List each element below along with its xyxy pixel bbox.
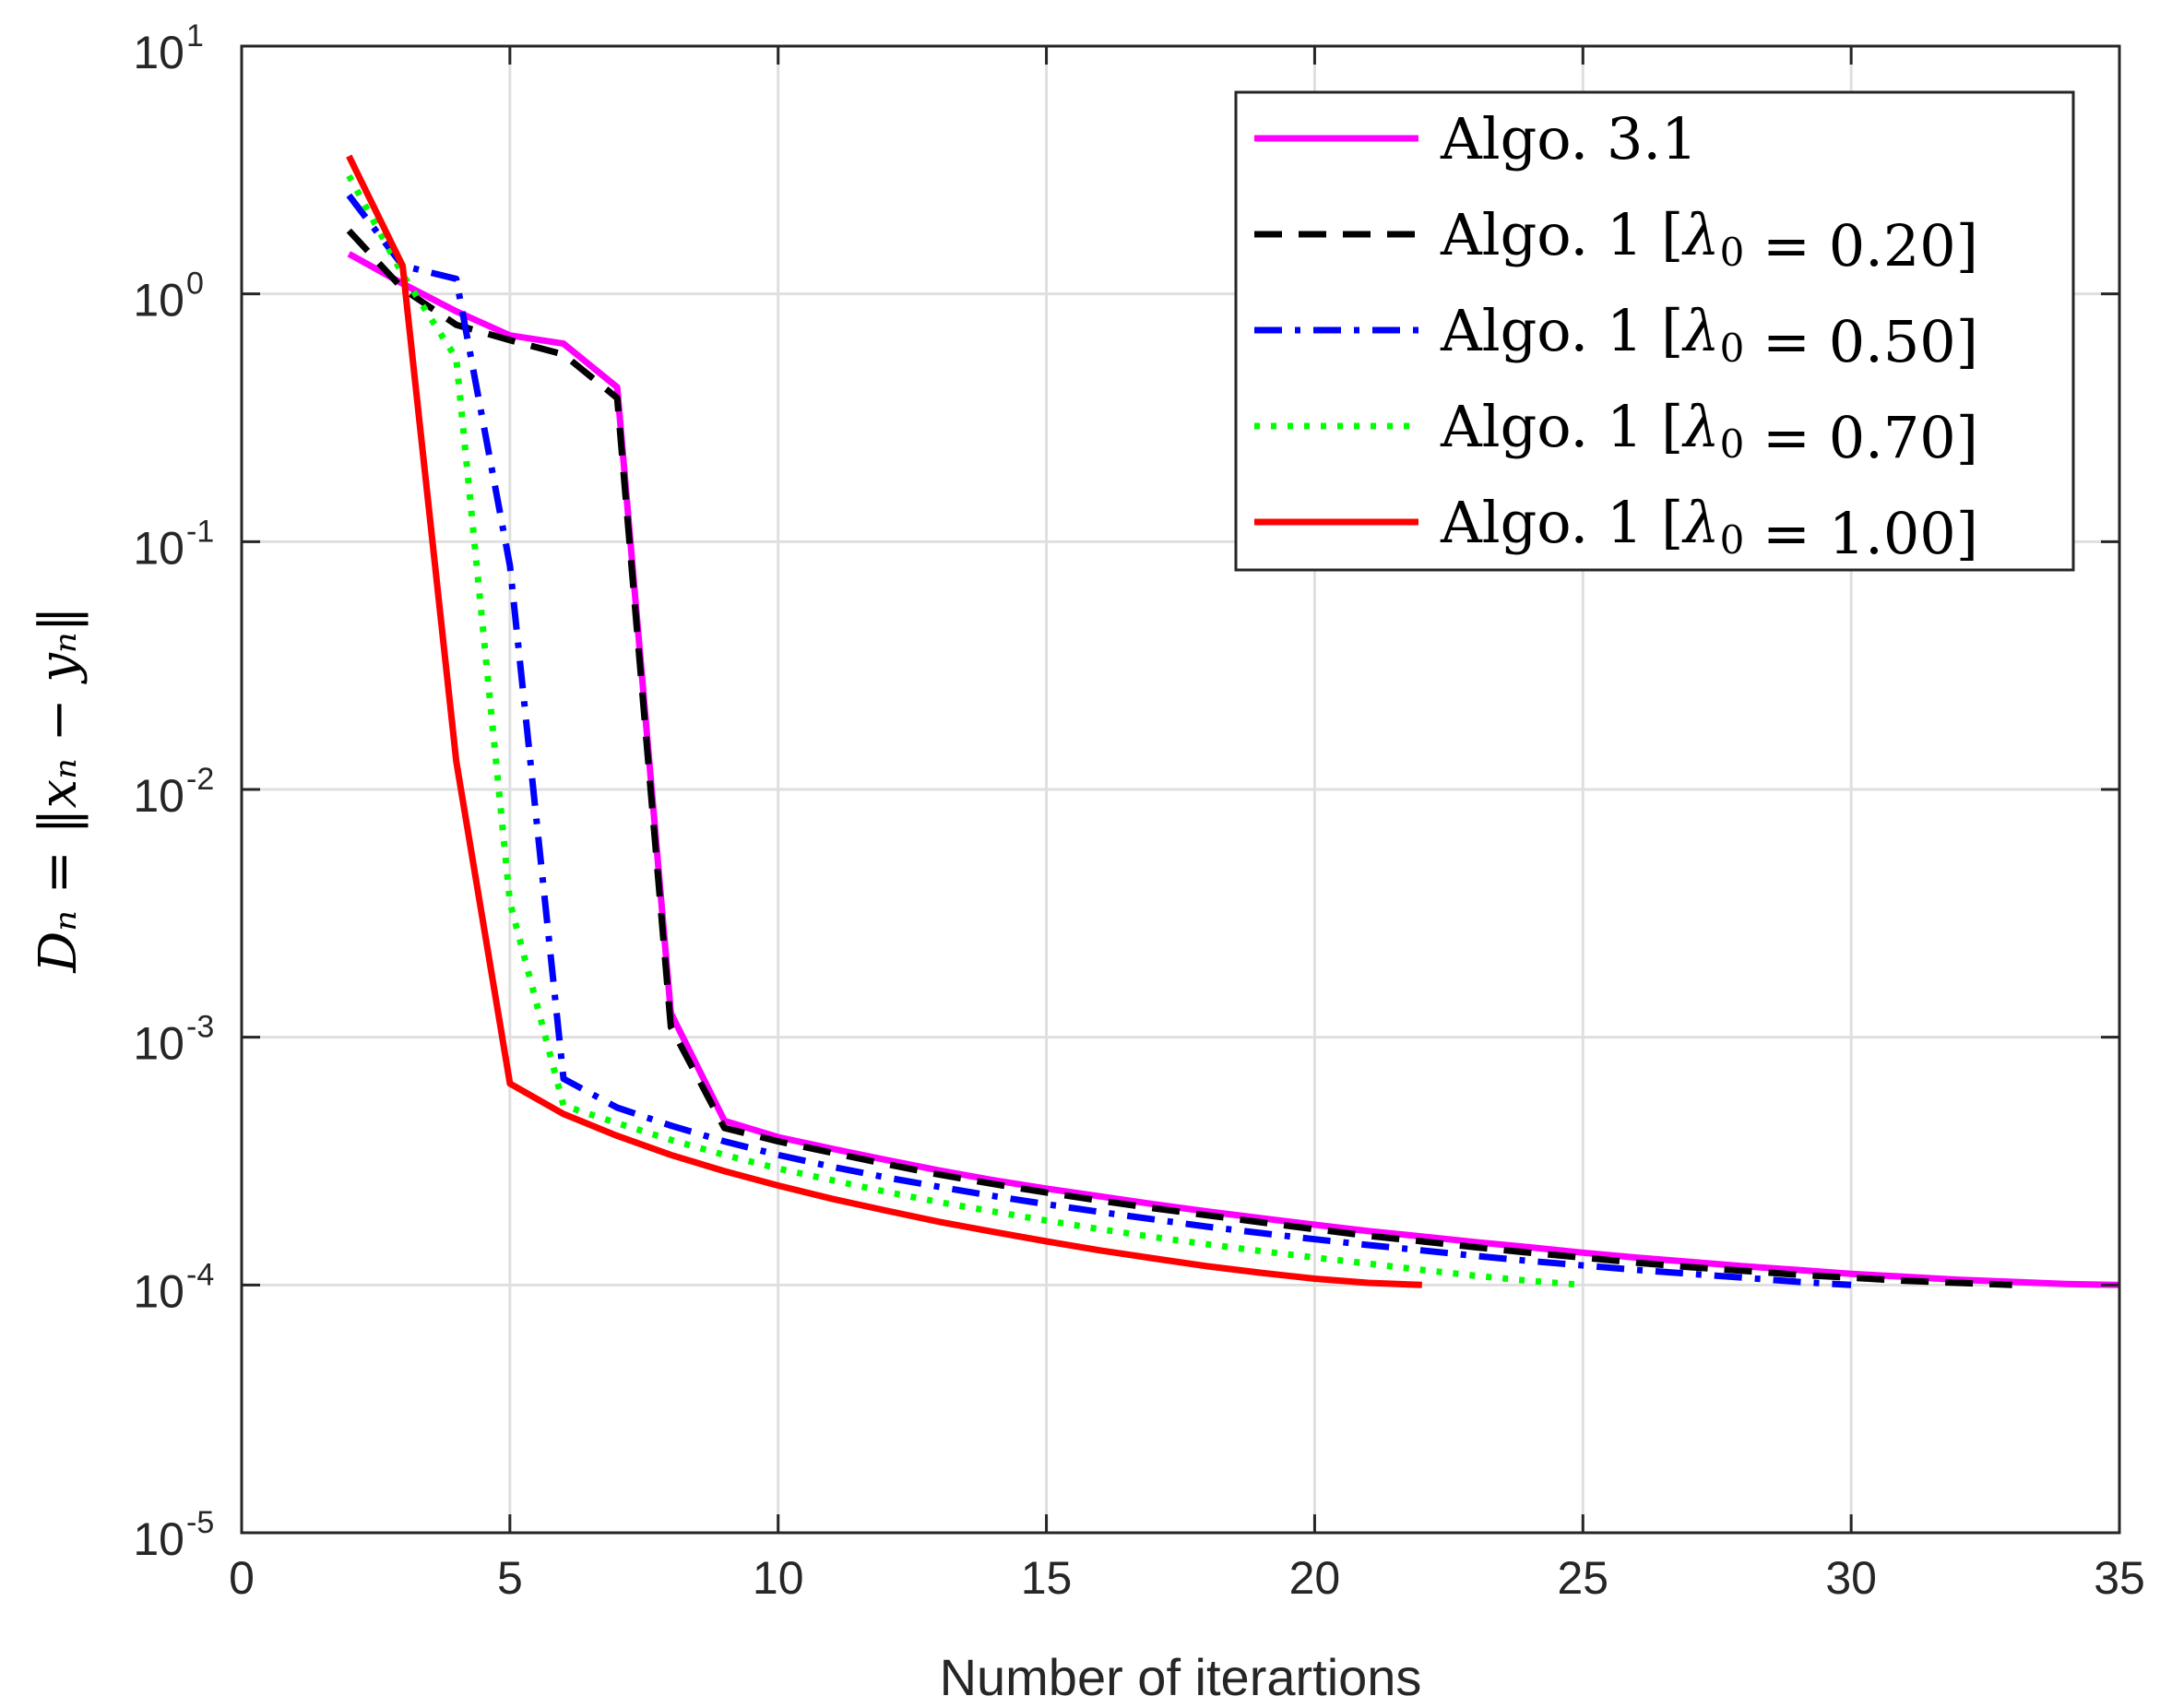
legend-bracket-open: [ bbox=[1643, 393, 1683, 460]
legend-bracket-open: [ bbox=[1643, 297, 1683, 364]
legend-bracket-close: ] bbox=[1956, 404, 1978, 471]
legend-item: Algo. 3.1 bbox=[1254, 105, 1698, 172]
y-tick-exponent: 1 bbox=[186, 18, 204, 53]
legend-subscript: 0 bbox=[1720, 517, 1745, 563]
x-tick-label: 0 bbox=[229, 1552, 255, 1604]
y-axis-label: Dₙ = ‖xₙ − yₙ‖ bbox=[29, 606, 89, 973]
legend-value: = 1.00 bbox=[1744, 500, 1955, 567]
y-tick-label: 10 -4 bbox=[133, 1257, 214, 1317]
legend-item: Algo. 1 [λ0 = 0.20] bbox=[1254, 201, 1978, 279]
series-group bbox=[346, 154, 2120, 1288]
x-tick-label: 10 bbox=[753, 1552, 804, 1604]
y-tick-label: 10 -2 bbox=[133, 762, 214, 822]
series-line-3 bbox=[346, 193, 1852, 1288]
x-tick-label: 35 bbox=[2094, 1552, 2145, 1604]
legend-bracket-close: ] bbox=[1956, 212, 1978, 279]
legend-subscript: 0 bbox=[1720, 421, 1745, 467]
legend-label: Algo. 1 [λ0 = 0.70] bbox=[1440, 393, 1978, 471]
y-tick-base: 10 bbox=[133, 770, 184, 822]
legend-algo: Algo. 1 bbox=[1440, 297, 1643, 364]
y-tick-label: 10 1 bbox=[133, 18, 204, 78]
legend-bracket-close: ] bbox=[1956, 308, 1978, 375]
legend-bracket-open: [ bbox=[1643, 201, 1683, 268]
y-tick-exponent: -2 bbox=[186, 762, 214, 797]
y-tick-base: 10 bbox=[133, 1513, 184, 1565]
y-tick-label: 10 -5 bbox=[133, 1505, 214, 1565]
legend-bracket-close: ] bbox=[1956, 500, 1978, 567]
y-tick-exponent: 0 bbox=[186, 267, 204, 302]
y-tick-label: 10 0 bbox=[133, 267, 204, 326]
x-axis-label: Number of iterartions bbox=[940, 1648, 1422, 1706]
y-tick-exponent: -5 bbox=[186, 1505, 214, 1540]
series-line-4 bbox=[346, 173, 1584, 1288]
legend-subscript: 0 bbox=[1720, 230, 1745, 275]
y-tick-exponent: -4 bbox=[186, 1257, 214, 1292]
legend-algo: Algo. 3.1 bbox=[1440, 105, 1698, 172]
y-tick-base: 10 bbox=[133, 1018, 184, 1070]
y-tick-exponent: -3 bbox=[186, 1010, 214, 1045]
legend-lambda: λ bbox=[1680, 489, 1719, 556]
series-line-2 bbox=[346, 228, 2012, 1288]
legend-item: Algo. 1 [λ0 = 0.50] bbox=[1254, 297, 1978, 375]
legend-lambda: λ bbox=[1680, 393, 1719, 460]
x-tick-label: 25 bbox=[1557, 1552, 1608, 1604]
legend-algo: Algo. 1 bbox=[1440, 393, 1643, 460]
series-line-5 bbox=[346, 154, 1422, 1288]
x-tick-label: 15 bbox=[1021, 1552, 1073, 1604]
y-tick-base: 10 bbox=[133, 27, 184, 78]
legend-bracket-open: [ bbox=[1643, 489, 1683, 556]
legend-item: Algo. 1 [λ0 = 0.70] bbox=[1254, 393, 1978, 471]
x-tick-label: 20 bbox=[1289, 1552, 1341, 1604]
legend-label: Algo. 3.1 bbox=[1440, 105, 1698, 172]
legend-item: Algo. 1 [λ0 = 1.00] bbox=[1254, 489, 1978, 567]
y-tick-label: 10 -1 bbox=[133, 514, 214, 574]
legend-label: Algo. 1 [λ0 = 0.50] bbox=[1440, 297, 1978, 375]
y-tick-base: 10 bbox=[133, 522, 184, 574]
x-tick-label: 5 bbox=[497, 1552, 523, 1604]
legend-lambda: λ bbox=[1680, 201, 1719, 268]
y-tick-label: 10 -3 bbox=[133, 1010, 214, 1070]
legend-algo: Algo. 1 bbox=[1440, 201, 1643, 268]
legend-lambda: λ bbox=[1680, 297, 1719, 364]
x-tick-label: 30 bbox=[1825, 1552, 1877, 1604]
y-tick-base: 10 bbox=[133, 275, 184, 326]
legend-subscript: 0 bbox=[1720, 326, 1745, 371]
legend-value: = 0.50 bbox=[1744, 308, 1955, 375]
legend-value: = 0.20 bbox=[1744, 212, 1955, 279]
y-tick-base: 10 bbox=[133, 1265, 184, 1317]
legend-label: Algo. 1 [λ0 = 1.00] bbox=[1440, 489, 1978, 567]
grid-lines bbox=[242, 46, 2119, 1533]
legend-label: Algo. 1 [λ0 = 0.20] bbox=[1440, 201, 1978, 279]
y-tick-exponent: -1 bbox=[186, 514, 214, 549]
legend-value: = 0.70 bbox=[1744, 404, 1955, 471]
legend-algo: Algo. 1 bbox=[1440, 489, 1643, 556]
